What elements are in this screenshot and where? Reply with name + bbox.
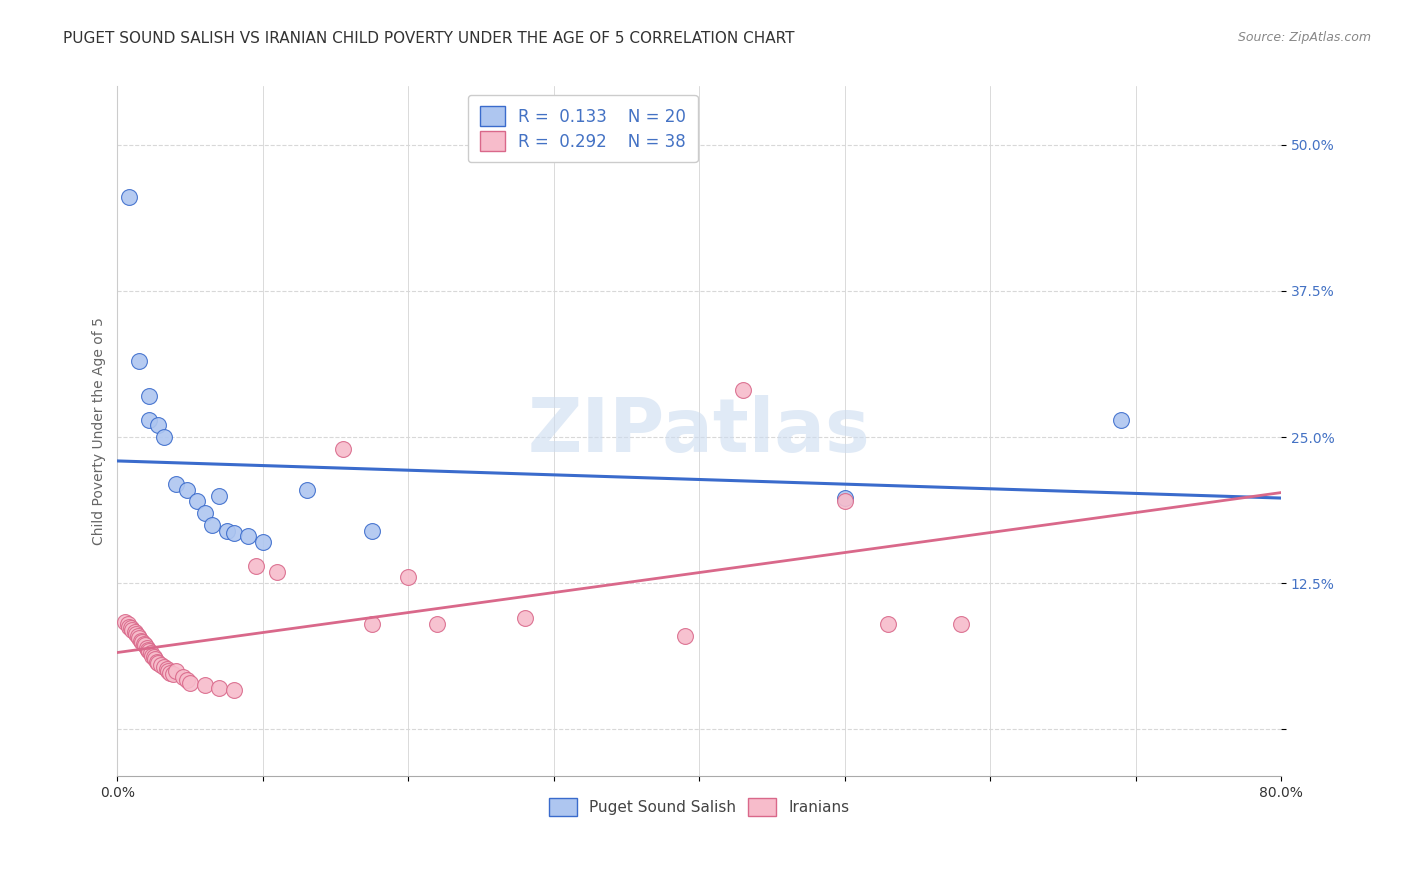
Point — [131, 634, 153, 648]
Point — [731, 384, 754, 398]
Point — [143, 652, 166, 666]
Point — [159, 666, 181, 681]
Point — [146, 418, 169, 433]
Point — [117, 617, 139, 632]
Point — [176, 673, 198, 688]
Point — [138, 389, 160, 403]
Point — [179, 675, 201, 690]
Point — [150, 658, 173, 673]
Legend: Puget Sound Salish, Iranians: Puget Sound Salish, Iranians — [541, 791, 856, 823]
Point — [114, 615, 136, 629]
Point — [222, 526, 245, 541]
Point — [513, 611, 536, 625]
Point — [426, 617, 449, 632]
Point — [186, 494, 208, 508]
Y-axis label: Child Poverty Under the Age of 5: Child Poverty Under the Age of 5 — [93, 318, 107, 545]
Point — [295, 483, 318, 497]
Point — [141, 648, 163, 663]
Point — [194, 678, 217, 692]
Point — [138, 412, 160, 426]
Point — [121, 623, 143, 637]
Point — [136, 643, 159, 657]
Point — [172, 670, 194, 684]
Point — [673, 629, 696, 643]
Point — [194, 506, 217, 520]
Point — [120, 621, 142, 635]
Point — [146, 656, 169, 670]
Point — [222, 682, 245, 697]
Point — [877, 617, 900, 632]
Point — [134, 638, 156, 652]
Point — [238, 529, 260, 543]
Point — [208, 681, 231, 696]
Point — [201, 517, 224, 532]
Text: ZIPatlas: ZIPatlas — [529, 395, 870, 467]
Point — [361, 524, 384, 538]
Text: Source: ZipAtlas.com: Source: ZipAtlas.com — [1237, 31, 1371, 45]
Point — [125, 626, 148, 640]
Point — [165, 664, 187, 678]
Point — [153, 660, 176, 674]
Point — [165, 476, 187, 491]
Point — [138, 644, 160, 658]
Point — [153, 430, 176, 444]
Point — [162, 667, 184, 681]
Point — [142, 649, 165, 664]
Point — [332, 442, 354, 456]
Point — [135, 640, 157, 655]
Point — [139, 647, 162, 661]
Point — [834, 494, 856, 508]
Point — [245, 558, 267, 573]
Point — [127, 629, 149, 643]
Point — [950, 617, 973, 632]
Point — [118, 190, 141, 204]
Point — [118, 619, 141, 633]
Point — [176, 483, 198, 497]
Point — [128, 631, 150, 645]
Point — [129, 633, 152, 648]
Point — [124, 625, 146, 640]
Point — [145, 655, 167, 669]
Text: PUGET SOUND SALISH VS IRANIAN CHILD POVERTY UNDER THE AGE OF 5 CORRELATION CHART: PUGET SOUND SALISH VS IRANIAN CHILD POVE… — [63, 31, 794, 46]
Point — [208, 489, 231, 503]
Point — [252, 535, 274, 549]
Point — [266, 565, 288, 579]
Point — [156, 662, 179, 676]
Point — [396, 570, 419, 584]
Point — [1109, 412, 1132, 426]
Point — [361, 617, 384, 632]
Point — [132, 637, 155, 651]
Point — [128, 354, 150, 368]
Point — [215, 524, 238, 538]
Point — [834, 491, 856, 505]
Point — [157, 664, 180, 678]
